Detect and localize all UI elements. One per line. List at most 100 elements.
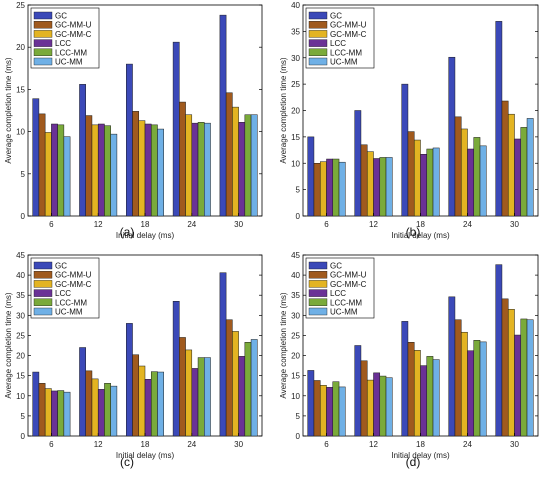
y-axis-label: Average completion time (ms) [279,57,288,163]
legend-swatch-uc-mm [33,307,53,316]
x-tick-label: 30 [234,440,243,449]
bar-lcc-18 [144,123,152,217]
bar-lcc-mm-6 [57,390,65,437]
bar-lcc-24 [467,148,475,217]
y-tick-label: 15 [291,372,300,381]
bar-lcc-12 [373,158,381,217]
bar-lcc-12 [97,389,105,437]
legend-swatch-uc-mm [308,307,328,316]
bar-lcc-mm-12 [379,375,387,437]
legend-swatch-uc-mm [33,57,53,66]
y-tick-label: 5 [21,170,26,179]
legend-label-gc: GC [330,262,342,271]
x-axis-label: Initial delay (ms) [391,451,450,460]
legend-label-gc-mm-u: GC-MM-U [55,21,92,30]
bar-gc-mm-c-6 [319,161,327,217]
bar-uc-mm-6 [63,391,71,437]
bar-gc-mm-c-6 [44,388,52,437]
legend-swatch-gc [33,261,53,270]
y-tick-label: 10 [291,392,300,401]
y-axis-label: Average completion time (ms) [4,57,13,163]
y-tick-label: 30 [291,311,300,320]
legend-label-lcc: LCC [55,289,71,298]
x-tick-label: 24 [187,220,196,229]
legend-label-gc-mm-c: GC-MM-C [330,280,367,289]
bar-gc-mm-u-12 [360,360,368,437]
x-tick-label: 18 [416,440,425,449]
x-tick-label: 30 [510,440,519,449]
legend-label-gc: GC [55,12,67,21]
y-axis-label: Average completion time (ms) [279,292,288,398]
y-tick-label: 0 [21,432,26,441]
bar-uc-mm-30 [250,339,258,437]
bar-gc-12 [79,84,86,217]
legend-swatch-gc-mm-c [33,30,53,38]
bar-lcc-mm-30 [520,318,528,437]
bar-lcc-mm-6 [57,124,65,217]
bar-uc-mm-12 [110,385,118,437]
panel-caption: (c) [120,455,134,469]
legend-swatch-gc [33,11,53,20]
y-tick-label: 5 [21,412,26,421]
bar-gc-6 [307,136,315,217]
bar-lcc-24 [191,122,199,217]
legend-label-lcc-mm: LCC-MM [330,298,362,307]
bar-gc-mm-c-24 [460,331,468,437]
bar-gc-mm-c-6 [44,132,52,217]
y-tick-label: 0 [296,432,301,441]
legend-label-gc-mm-u: GC-MM-U [330,271,367,280]
legend-swatch-gc-mm-c [308,30,328,38]
bar-lcc-6 [326,387,334,437]
bar-uc-mm-18 [157,128,164,217]
legend-swatch-gc [308,11,328,20]
bar-uc-mm-24 [204,122,211,217]
bar-gc-mm-u-24 [454,116,462,217]
x-tick-label: 6 [324,220,329,229]
bar-gc-12 [79,347,86,437]
legend-label-uc-mm: UC-MM [330,308,358,317]
legend-swatch-gc-mm-u [308,271,328,279]
y-tick-label: 15 [16,85,25,94]
legend-swatch-lcc-mm [33,298,53,306]
y-tick-label: 0 [21,212,26,221]
y-tick-label: 30 [291,54,300,63]
bar-lcc-6 [51,390,58,437]
bar-gc-mm-c-6 [319,385,327,437]
bar-gc-mm-u-24 [179,101,186,217]
bar-gc-24 [448,296,456,437]
bar-lcc-6 [51,123,58,217]
bar-lcc-18 [420,154,428,217]
bar-lcc-30 [238,122,246,217]
bar-uc-mm-12 [385,157,393,217]
legend-label-uc-mm: UC-MM [330,58,358,67]
bar-gc-24 [448,56,456,217]
bar-gc-mm-c-18 [138,365,146,437]
bar-gc-mm-u-30 [501,298,509,437]
legend-label-uc-mm: UC-MM [55,58,83,67]
y-tick-label: 35 [291,27,300,36]
bar-lcc-24 [467,350,475,437]
bar-gc-6 [32,371,40,437]
bar-lcc-mm-24 [197,122,205,217]
x-tick-label: 24 [187,440,196,449]
bar-lcc-mm-12 [104,383,111,437]
y-tick-label: 25 [291,331,300,340]
bar-lcc-mm-18 [150,371,158,437]
bar-gc-mm-u-24 [454,319,462,437]
bar-uc-mm-24 [479,341,487,437]
bar-gc-mm-c-12 [366,379,374,437]
y-tick-label: 40 [291,271,300,280]
legend-label-gc-mm-c: GC-MM-C [55,30,92,39]
bar-uc-mm-24 [204,357,211,437]
bar-gc-30 [495,264,503,437]
bar-uc-mm-6 [338,386,346,437]
bar-gc-mm-u-30 [225,92,233,217]
chart-panel-a: 0 5 10 15 20 25 6 12 18 24 30 Initial delay (ms) Ave… [4,1,263,240]
legend-label-gc-mm-u: GC-MM-U [330,21,367,30]
bar-gc-18 [401,83,409,217]
bar-lcc-mm-18 [150,124,158,217]
legend-label-lcc: LCC [330,39,346,48]
chart-panel-d: 0 5 10 15 20 25 30 35 40 45 6 12 18 24 30 Initial delay… [279,251,539,469]
